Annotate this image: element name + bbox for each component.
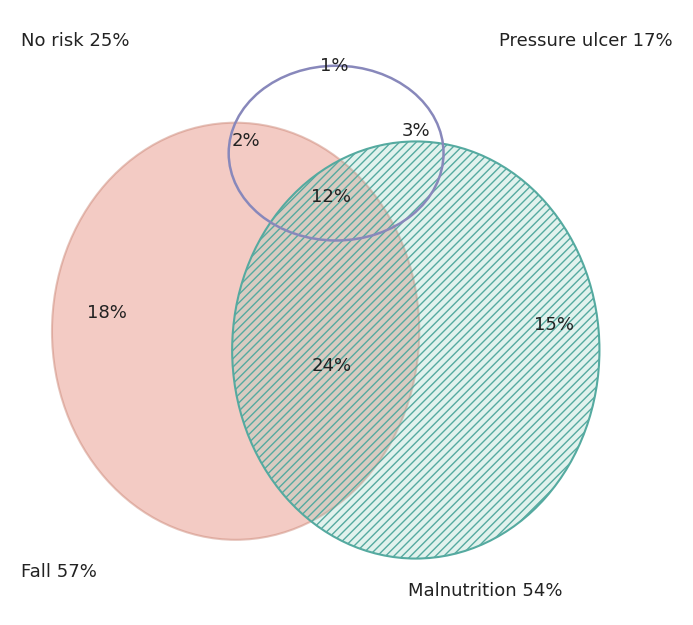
Text: 2%: 2%: [231, 132, 261, 149]
Text: 18%: 18%: [87, 304, 128, 321]
Text: 24%: 24%: [311, 357, 351, 374]
Ellipse shape: [232, 141, 599, 559]
Text: 12%: 12%: [311, 188, 351, 206]
Text: 3%: 3%: [401, 122, 430, 140]
Text: Malnutrition 54%: Malnutrition 54%: [408, 582, 562, 600]
Text: 15%: 15%: [534, 316, 574, 334]
Text: Fall 57%: Fall 57%: [21, 563, 96, 581]
Text: 1%: 1%: [319, 57, 349, 74]
Ellipse shape: [52, 122, 419, 540]
Text: Pressure ulcer 17%: Pressure ulcer 17%: [498, 32, 672, 50]
Text: No risk 25%: No risk 25%: [21, 32, 130, 50]
